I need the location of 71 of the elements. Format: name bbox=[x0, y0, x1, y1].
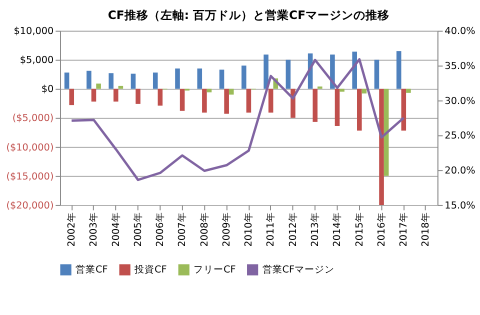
x-tick-label: 2006年 bbox=[154, 212, 166, 247]
y2-tick-label: 35.0% bbox=[444, 60, 476, 72]
bar bbox=[406, 88, 411, 93]
bar bbox=[242, 66, 246, 89]
y2-tick-label: 25.0% bbox=[444, 130, 476, 142]
bar bbox=[64, 72, 70, 89]
bar bbox=[113, 88, 118, 102]
x-tick-label: 2014年 bbox=[331, 212, 344, 247]
bar bbox=[246, 88, 252, 113]
x-tick-label: 2004年 bbox=[110, 212, 122, 247]
bar bbox=[158, 88, 163, 106]
bar bbox=[379, 88, 384, 205]
x-tick-label: 2008年 bbox=[198, 212, 210, 247]
x-tick-label: 2016年 bbox=[375, 212, 388, 247]
x-tick-label: 2007年 bbox=[176, 212, 188, 247]
y-tick-label: ($10,000) bbox=[6, 142, 54, 154]
x-tick-label: 2011年 bbox=[264, 212, 277, 247]
bar bbox=[206, 88, 212, 92]
bar bbox=[96, 84, 101, 89]
bar bbox=[401, 88, 406, 131]
y-tick-label: $5,000 bbox=[20, 55, 54, 66]
chart-title: CF推移（左軸: 百万ドル）と営業CFマージンの推移 bbox=[108, 8, 390, 22]
x-tick-label: 2002年 bbox=[66, 212, 78, 247]
legend-label: 営業CF bbox=[75, 264, 108, 276]
x-tick-label: 2013年 bbox=[309, 212, 322, 247]
bar bbox=[334, 88, 340, 126]
x-tick-label: 2012年 bbox=[286, 212, 299, 247]
x-tick-label: 2017年 bbox=[398, 212, 410, 247]
bar bbox=[118, 86, 124, 89]
legend-label: フリーCF bbox=[194, 264, 236, 276]
legend-label: 投資CF bbox=[134, 264, 167, 276]
bar bbox=[219, 70, 224, 89]
bar bbox=[69, 88, 74, 106]
x-tick-label: 2009年 bbox=[220, 212, 232, 247]
bar bbox=[264, 54, 268, 89]
bar bbox=[362, 88, 367, 94]
bar bbox=[175, 68, 180, 89]
bar bbox=[384, 88, 389, 176]
x-tick-label: 2018年 bbox=[420, 212, 432, 247]
line-series bbox=[70, 58, 405, 182]
y2-tick-label: 20.0% bbox=[444, 166, 476, 176]
x-tick-label: 2015年 bbox=[353, 212, 366, 247]
x-tick-label: 2005年 bbox=[132, 212, 144, 247]
y2-tick-label: 30.0% bbox=[444, 96, 476, 107]
x-tick-label: 2003年 bbox=[88, 212, 100, 247]
bar bbox=[286, 60, 291, 89]
bar bbox=[312, 88, 318, 122]
bar bbox=[202, 88, 207, 113]
y-tick-label: ($5,000) bbox=[12, 113, 54, 124]
bar bbox=[197, 68, 202, 89]
y-tick-label: ($15,000) bbox=[6, 171, 54, 182]
y2-tick-label: 40.0% bbox=[444, 26, 476, 38]
y2-tick-label: 15.0% bbox=[444, 200, 476, 212]
bar bbox=[91, 88, 96, 102]
bar bbox=[224, 88, 229, 114]
bar bbox=[152, 72, 158, 89]
bar bbox=[356, 88, 362, 131]
bar bbox=[228, 88, 234, 95]
bar bbox=[374, 60, 380, 89]
y-tick-label: ($20,000) bbox=[6, 200, 54, 212]
bar bbox=[136, 88, 140, 104]
x-tick-label: 2010年 bbox=[242, 212, 255, 247]
bar bbox=[86, 70, 92, 89]
bar bbox=[130, 74, 136, 89]
bar bbox=[268, 88, 274, 113]
y-tick-label: $0 bbox=[41, 84, 54, 96]
legend-label: 営業CFマージン bbox=[262, 264, 335, 276]
y-tick-label: $10,000 bbox=[14, 26, 54, 38]
bar bbox=[396, 51, 402, 89]
bar bbox=[180, 88, 185, 111]
bar bbox=[108, 73, 114, 89]
